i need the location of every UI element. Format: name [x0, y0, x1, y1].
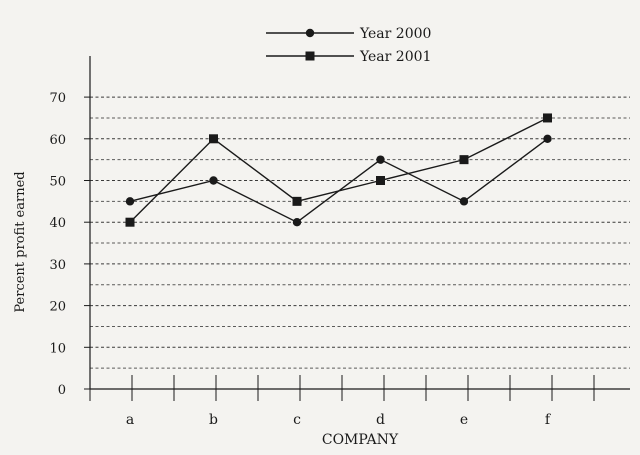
x-tick-label: e — [460, 412, 468, 428]
data-point-square — [459, 155, 469, 165]
y-tick-label: 0 — [58, 383, 66, 398]
y-tick-label: 60 — [49, 133, 66, 148]
data-point-circle — [543, 134, 552, 143]
x-tick-label: d — [376, 412, 385, 428]
legend: Year 2000 Year 2001 — [266, 26, 431, 65]
data-point-square — [125, 217, 135, 227]
data-point-circle — [459, 197, 469, 206]
x-tick-label: a — [126, 412, 134, 428]
legend-marker-circle — [305, 28, 315, 38]
y-axis-label: Percent profit earned — [13, 171, 28, 312]
legend-label: Year 2001 — [359, 49, 431, 65]
data-point-square — [292, 196, 302, 206]
x-axis-label: COMPANY — [322, 432, 399, 448]
y-tick-label: 40 — [49, 216, 66, 231]
y-tick-label: 20 — [49, 300, 66, 315]
x-tick-label: f — [545, 412, 552, 428]
data-point-circle — [376, 155, 385, 164]
data-point-circle — [125, 197, 135, 206]
axes: Percent profit earned COMPANY 0 10 20 30 40 5… — [13, 56, 630, 448]
y-tick-label: 70 — [49, 91, 66, 106]
data-point-circle — [209, 176, 218, 185]
legend-label: Year 2000 — [359, 26, 431, 42]
data-point-square — [376, 176, 385, 185]
data-point-square — [543, 113, 552, 123]
series-line-2 — [129, 117, 548, 223]
x-tick-label: c — [293, 412, 301, 428]
y-tick-label: 10 — [49, 341, 66, 356]
series — [125, 113, 552, 227]
data-point-circle — [292, 218, 302, 227]
legend-marker-square — [305, 51, 315, 61]
x-tick-label: b — [209, 412, 218, 428]
y-tick-label: 50 — [49, 175, 66, 190]
gridlines — [90, 96, 630, 369]
y-tick-label: 30 — [49, 258, 66, 273]
data-point-square — [209, 134, 218, 144]
